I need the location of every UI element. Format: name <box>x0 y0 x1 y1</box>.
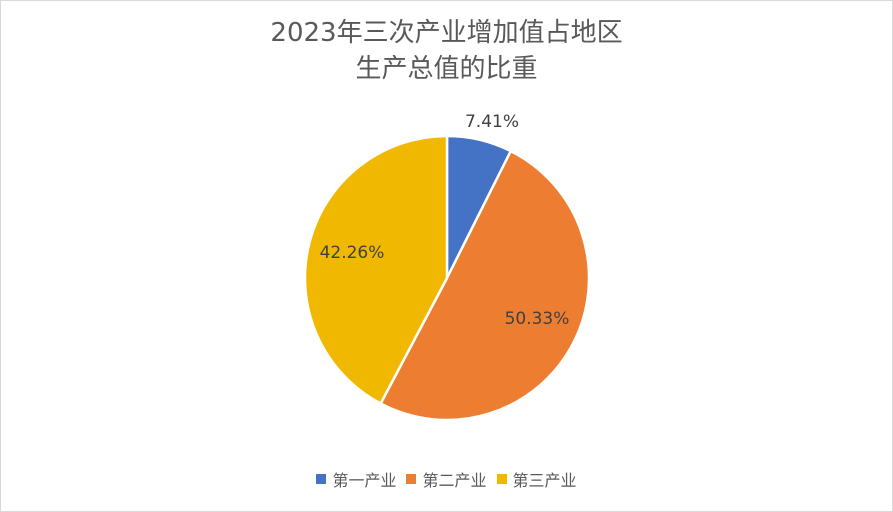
chart-title: 2023年三次产业增加值占地区 生产总值的比重 <box>1 15 892 87</box>
legend-item-primary: 第一产业 <box>316 467 396 491</box>
pie-slice-tertiary <box>303 134 449 406</box>
data-label-secondary: 50.33% <box>505 309 570 329</box>
legend-label-secondary: 第二产业 <box>422 471 487 490</box>
chart-title-line-1: 2023年三次产业增加值占地区 <box>270 18 623 48</box>
legend: 第一产业 第二产业 第三产业 <box>1 467 892 491</box>
legend-label-primary: 第一产业 <box>332 471 397 490</box>
legend-item-secondary: 第二产业 <box>406 467 487 491</box>
legend-label-tertiary: 第三产业 <box>512 471 577 490</box>
pie-slice-secondary <box>378 149 591 422</box>
data-label-primary: 7.41% <box>465 112 519 132</box>
legend-swatch-primary <box>316 474 327 484</box>
data-label-tertiary: 42.26% <box>320 243 385 263</box>
chart-title-line-2: 生产总值的比重 <box>355 54 538 84</box>
legend-swatch-tertiary <box>496 474 507 484</box>
legend-item-tertiary: 第三产业 <box>496 467 577 491</box>
legend-swatch-secondary <box>406 474 417 484</box>
